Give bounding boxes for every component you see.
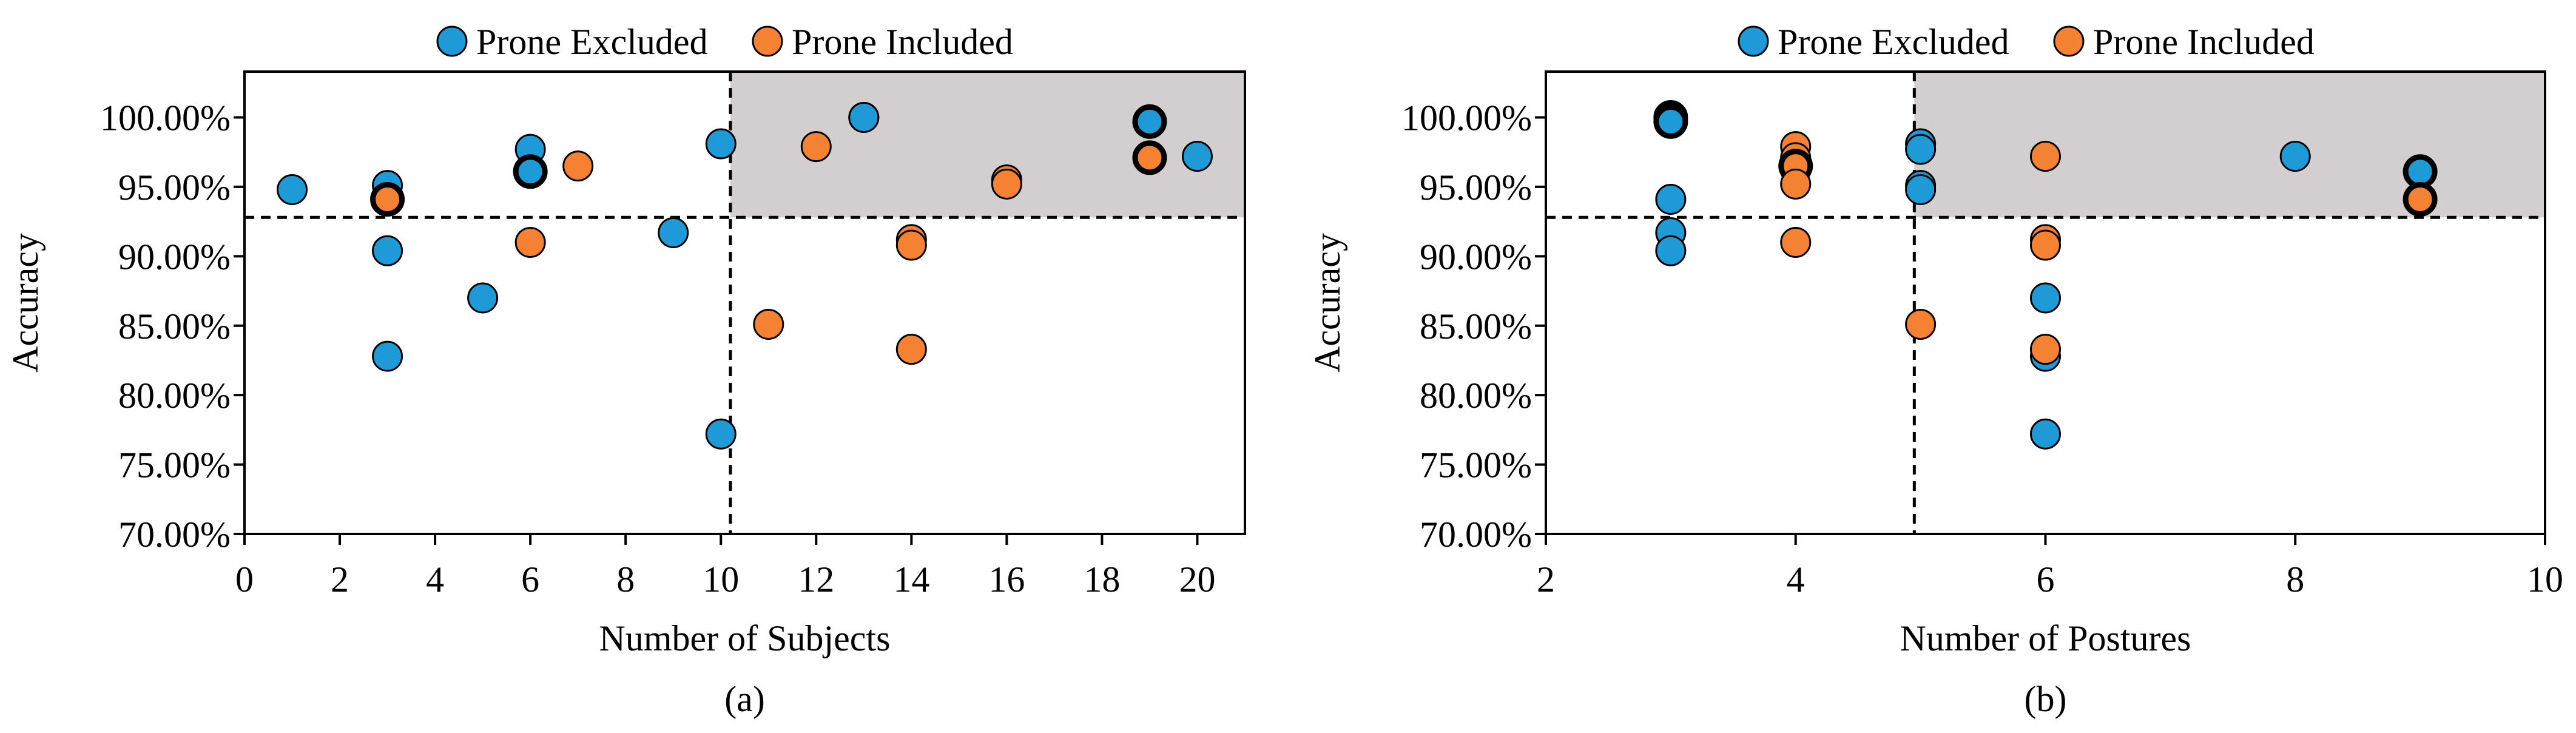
data-point [991,168,1022,200]
x-tick-label: 4 [1787,559,1805,600]
x-tick-label: 2 [331,559,349,600]
legend-label: Prone Excluded [1778,22,2009,62]
data-point [372,340,403,372]
y-tick-label: 100.00% [1401,98,1532,138]
x-axis-label: Number of Postures [1900,618,2191,658]
data-point [658,217,689,248]
y-axis-label: Accuracy [5,233,46,373]
data-point [514,226,546,258]
data-point [2030,229,2061,261]
legend-marker-prone-excluded [1738,25,1769,57]
panel-label: (a) [724,679,765,719]
y-axis-label: Accuracy [1307,233,1347,373]
data-point [467,282,499,314]
chart-a: 0 2 4 6 8 10 12 14 16 18 20 70.00% 75.00% 80.00% 85.00… [5,22,1246,719]
legend-marker-prone-included [752,25,783,57]
y-tick-label: 95.00% [1420,167,1532,208]
data-point [277,174,308,206]
legend-label: Prone Excluded [476,22,708,62]
legend-label: Prone Included [792,22,1013,62]
data-point [848,102,880,133]
y-tick-label: 90.00% [118,237,231,277]
legend-marker-prone-included [2053,25,2085,57]
series-prone-excluded [1653,100,2438,450]
data-point [705,128,737,160]
y-tick-label: 90.00% [1420,237,1532,277]
data-point-highlighted [1132,140,1167,175]
series-prone-included [370,131,1167,365]
data-point [895,229,927,261]
y-tick-label: 85.00% [1420,306,1532,346]
data-point [1780,226,1812,258]
y-tick-label: 75.00% [1420,445,1532,485]
data-point [2030,418,2061,450]
data-point [1780,168,1812,200]
data-point [2030,334,2061,365]
data-point-highlighted [1653,104,1688,139]
data-point-highlighted [2402,182,2438,217]
y-tick-label: 80.00% [118,376,231,416]
data-point [2279,141,2311,172]
y-tick-label: 80.00% [1420,376,1532,416]
data-point [753,308,784,340]
legend: Prone Excluded Prone Included [436,22,1013,62]
data-point-highlighted [2402,154,2438,189]
data-point [2030,282,2061,314]
x-tick-label: 6 [2037,559,2055,600]
series-prone-excluded [277,102,1213,450]
x-tick-label: 20 [1179,559,1215,600]
y-tick-label: 70.00% [1420,515,1532,555]
data-point [562,150,594,182]
x-tick-label: 16 [988,559,1025,600]
x-axis-label: Number of Subjects [599,618,891,658]
x-tick-label: 10 [703,559,739,600]
x-tick-label: 4 [426,559,444,600]
x-tick-label: 2 [1537,559,1555,600]
x-tick-label: 8 [616,559,635,600]
data-point-highlighted [1132,104,1167,139]
plot-frame [243,70,1246,535]
x-tick-label: 8 [2286,559,2304,600]
x-tick-label: 12 [798,559,834,600]
y-tick-label: 70.00% [118,515,231,555]
x-tick-label: 18 [1084,559,1120,600]
y-tick-label: 95.00% [118,167,231,208]
data-point [895,334,927,365]
legend-label: Prone Included [2093,22,2315,62]
x-tick-label: 6 [521,559,539,600]
chart-b: 2 4 6 8 10 70.00% 75.00% 80.00% 85.00% 90.00% 95.0… [1307,22,2563,719]
series-prone-included [1778,131,2438,365]
data-point [705,418,737,450]
x-tick-label: 0 [235,559,254,600]
x-tick-label: 10 [2527,559,2563,600]
y-tick-label: 75.00% [118,445,231,485]
x-tick-label: 14 [893,559,929,600]
shaded-region [1914,72,2545,218]
data-point [1905,174,1937,206]
data-point [372,235,403,266]
data-point [1905,133,1937,165]
data-point [2030,141,2061,172]
data-point [1655,235,1687,266]
data-point [1655,184,1687,215]
y-tick-label: 100.00% [100,98,231,138]
data-point-highlighted [513,154,548,189]
data-point [800,131,832,163]
data-point [1905,308,1937,340]
y-tick-label: 85.00% [118,306,231,346]
legend: Prone Excluded Prone Included [1738,22,2315,62]
data-point-highlighted [370,182,405,217]
legend-marker-prone-excluded [436,25,468,57]
panel-label: (b) [2025,679,2067,719]
data-point [1181,141,1213,172]
